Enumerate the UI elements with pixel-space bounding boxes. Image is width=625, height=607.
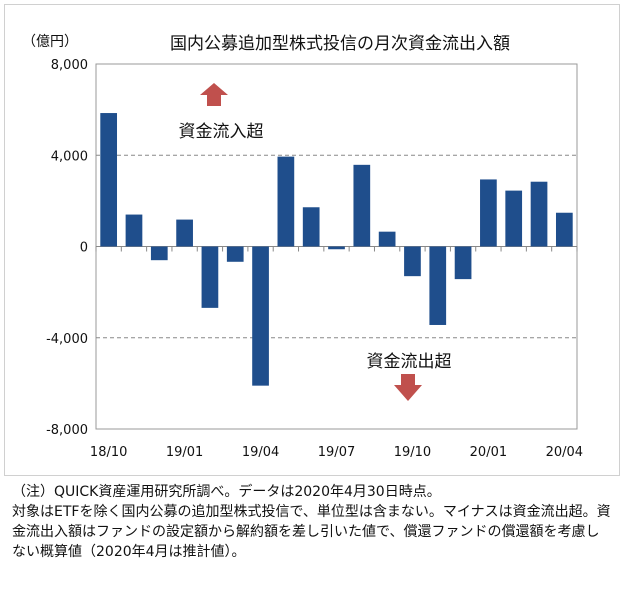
y-tick-label: 0 (80, 241, 88, 256)
footnote-line-1: （注）QUICK資産運用研究所調べ。データは2020年4月30日時点。 (12, 484, 441, 500)
y-axis-unit-label: （億円） (22, 34, 78, 50)
outflow-annotation: 資金流出超 (367, 352, 452, 372)
footnote-line-2: 対象はETFを除く国内公募の追加型株式投信で、単位型は含まない。マイナスは資金流… (12, 504, 611, 560)
down-arrow-icon (394, 374, 422, 401)
bar-18/12 (150, 246, 168, 261)
inflow-annotation: 資金流入超 (179, 122, 264, 142)
bar-20/04 (555, 212, 573, 247)
bar-chart: 国内公募追加型株式投信の月次資金流出入額 （億円） 8,000 4,000 0 -4,… (22, 34, 583, 460)
bar-19/01 (176, 219, 193, 247)
chart-title: 国内公募追加型株式投信の月次資金流出入額 (170, 34, 510, 54)
bar-19/12 (454, 246, 472, 280)
bar-18/10 (100, 113, 118, 247)
bar-19/04 (252, 246, 269, 386)
bar-19/06 (302, 207, 320, 247)
x-tick-label: 18/10 (90, 445, 127, 460)
up-arrow-icon (200, 83, 228, 106)
footnote: （注）QUICK資産運用研究所調べ。データは2020年4月30日時点。 対象はE… (12, 482, 612, 562)
y-tick-label: -8,000 (46, 423, 88, 438)
bar-20/03 (530, 181, 548, 247)
x-tick-label: 19/10 (394, 445, 431, 460)
x-tick-label: 20/04 (546, 445, 583, 460)
bar-18/11 (125, 214, 143, 247)
bar-19/03 (226, 246, 244, 262)
bar-20/02 (505, 190, 523, 247)
bar-19/11 (429, 246, 447, 325)
bar-20/01 (480, 179, 497, 247)
x-tick-label: 19/04 (242, 445, 279, 460)
x-tick-label: 20/01 (470, 445, 507, 460)
chart-frame (4, 4, 620, 476)
bar-19/02 (201, 246, 219, 308)
bar-19/10 (404, 246, 421, 277)
y-tick-label: 8,000 (51, 58, 88, 73)
bar-19/09 (378, 231, 396, 247)
bar-19/08 (353, 164, 371, 247)
bar-19/05 (277, 156, 295, 247)
x-tick-label: 19/07 (318, 445, 355, 460)
y-tick-label: 4,000 (51, 149, 88, 164)
x-tick-label: 19/01 (166, 445, 203, 460)
y-tick-label: -4,000 (46, 332, 88, 347)
bar-19/07 (328, 246, 345, 250)
